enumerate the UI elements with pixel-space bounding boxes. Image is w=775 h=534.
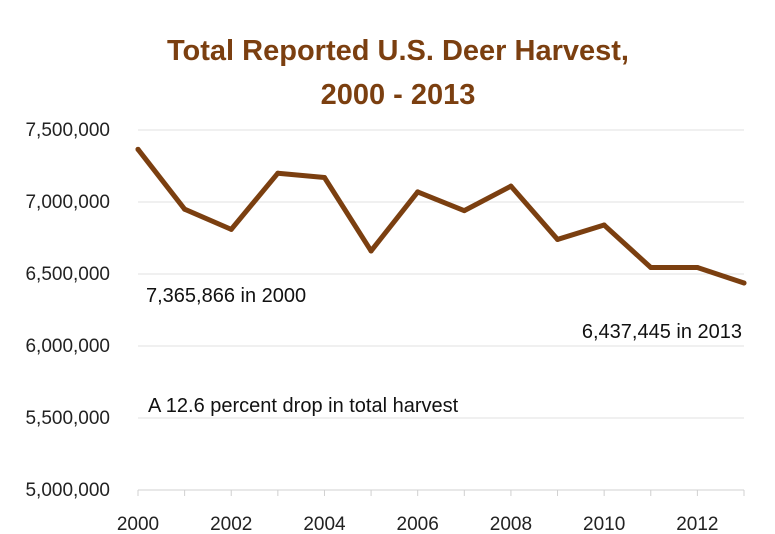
- data-point: [508, 183, 514, 189]
- data-point: [648, 265, 654, 271]
- y-tick-label: 6,000,000: [25, 336, 110, 357]
- y-tick-label: 7,500,000: [25, 120, 110, 141]
- end-value-annotation: 6,437,445 in 2013: [582, 321, 742, 343]
- data-point: [555, 236, 561, 242]
- x-tick-label: 2002: [210, 514, 252, 534]
- data-point: [182, 206, 188, 212]
- x-tick-label: 2006: [397, 514, 439, 534]
- y-tick-label: 5,500,000: [25, 408, 110, 429]
- y-tick-label: 5,000,000: [25, 480, 110, 501]
- x-tick-label: 2004: [303, 514, 346, 534]
- start-value-annotation: 7,365,866 in 2000: [146, 285, 306, 307]
- chart-subtitle: 2000 - 2013: [321, 79, 476, 111]
- y-tick-label: 6,500,000: [25, 264, 110, 285]
- series-line: [135, 146, 747, 286]
- data-point: [135, 146, 141, 152]
- data-point: [321, 175, 327, 181]
- summary-annotation: A 12.6 percent drop in total harvest: [148, 395, 459, 417]
- data-point: [228, 226, 234, 232]
- chart-title: Total Reported U.S. Deer Harvest,: [167, 35, 629, 67]
- x-tick-label: 2008: [490, 514, 532, 534]
- y-axis-ticks: 5,000,000 5,500,000 6,000,000 6,500,000 7,00…: [25, 120, 110, 501]
- data-points: [135, 146, 747, 286]
- data-point: [415, 189, 421, 195]
- data-point: [601, 222, 607, 228]
- data-point: [694, 265, 700, 271]
- x-axis-ticks: 2000 2002 2004 2006 2008 2010 2012: [117, 489, 745, 534]
- data-point: [368, 248, 374, 254]
- x-tick-label: 2010: [583, 514, 625, 534]
- x-tick-label: 2000: [117, 514, 159, 534]
- y-tick-label: 7,000,000: [25, 192, 110, 213]
- data-point: [461, 208, 467, 214]
- x-tick-label: 2012: [676, 514, 718, 534]
- data-point: [741, 280, 747, 286]
- gridlines: [138, 129, 744, 491]
- data-point: [275, 170, 281, 176]
